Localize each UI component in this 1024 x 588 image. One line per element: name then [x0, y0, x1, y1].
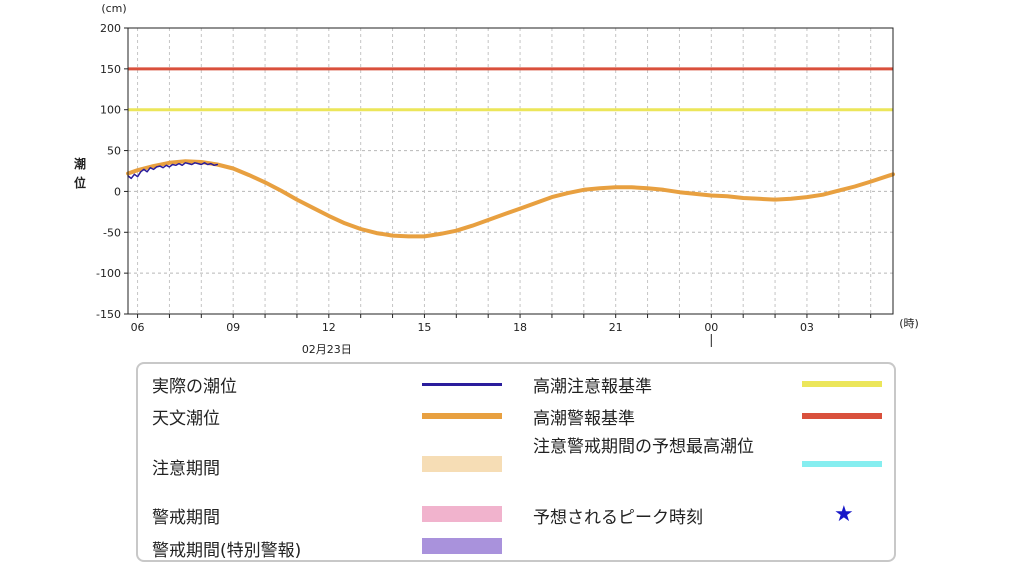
legend-label-astronomical-tide: 天文潮位 [152, 409, 220, 429]
x-tick-label: 12 [322, 321, 336, 334]
legend-swatch-warning-period [422, 506, 502, 522]
x-tick-label: 09 [226, 321, 240, 334]
y-tick-label: 150 [100, 63, 121, 76]
series-line-astronomical [126, 159, 895, 239]
y-axis-title-line2: 位 [74, 175, 86, 190]
y-unit-label: (cm) [101, 2, 126, 15]
legend: 実際の潮位 天文潮位 注意期間 警戒期間 警戒期間(特別警報) 高潮注意報基準 … [136, 362, 896, 562]
y-tick-label: -150 [96, 308, 121, 321]
y-tick-label: -50 [103, 226, 121, 239]
x-tick-label: 21 [609, 321, 623, 334]
x-tick-label: 03 [800, 321, 814, 334]
y-tick-label: 200 [100, 22, 121, 35]
star-icon: ★ [834, 502, 854, 527]
x-axis-ticks: 06 09 12 15 18 21 00 03 [131, 314, 872, 334]
plot-frame [127, 27, 894, 315]
x-tick-label: 18 [513, 321, 527, 334]
legend-label-warning-period: 警戒期間 [152, 508, 220, 528]
legend-label-forecast-max-tide: 注意警戒期間の予想最高潮位 [533, 437, 754, 457]
legend-swatch-caution-period [422, 456, 502, 472]
legend-label-caution-period: 注意期間 [152, 459, 220, 479]
legend-swatch-astronomical-tide [422, 413, 502, 419]
y-tick-label: 50 [107, 145, 121, 158]
legend-swatch-actual-tide [422, 383, 502, 386]
legend-swatch-special-warning-period [422, 538, 502, 554]
reference-lines [128, 67, 893, 112]
series-line-actual [127, 162, 219, 180]
legend-swatch-forecast-max-tide [802, 461, 882, 467]
legend-label-actual-tide: 実際の潮位 [152, 377, 237, 397]
y-tick-label: 0 [114, 185, 121, 198]
y-tick-label: 100 [100, 104, 121, 117]
legend-label-storm-surge-advisory: 高潮注意報基準 [533, 377, 652, 397]
x-tick-label: 06 [131, 321, 145, 334]
x-unit-label: (時) [899, 317, 919, 330]
series-lines [126, 159, 895, 239]
legend-label-peak-time: 予想されるピーク時刻 [533, 508, 703, 528]
y-tick-label: -100 [96, 267, 121, 280]
legend-swatch-storm-surge-warning [802, 413, 882, 419]
legend-label-storm-surge-warning: 高潮警報基準 [533, 409, 635, 429]
y-axis-title-line1: 潮 [74, 156, 86, 171]
x-tick-label: 15 [417, 321, 431, 334]
date-label: 02月23日 [302, 343, 352, 356]
legend-swatch-storm-surge-advisory [802, 381, 882, 387]
tide-chart: 200 150 100 50 0 -50 -100 -150 06 09 12 15 18 21 00 03… [74, 2, 919, 356]
y-axis-ticks: 200 150 100 50 0 -50 -100 -150 [96, 22, 128, 321]
legend-label-special-warning-period: 警戒期間(特別警報) [152, 541, 302, 561]
x-tick-label: 00 [704, 321, 718, 334]
